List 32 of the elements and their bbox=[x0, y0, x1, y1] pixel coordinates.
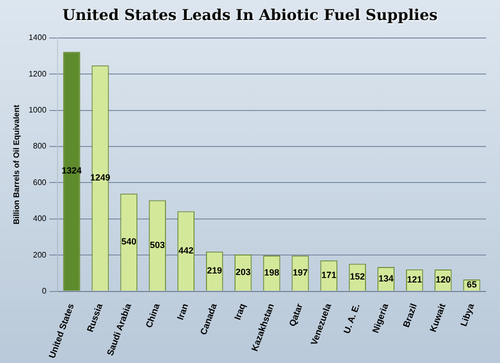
data-label: 134 bbox=[378, 273, 394, 284]
data-label: 198 bbox=[264, 268, 280, 278]
x-tick-label: U. A. E. bbox=[342, 302, 362, 335]
x-tick-label: Iran bbox=[175, 302, 190, 322]
y-tick-label: 200 bbox=[33, 250, 47, 260]
data-label: 540 bbox=[121, 236, 136, 247]
data-label: 197 bbox=[292, 268, 308, 278]
y-tick-label: 1400 bbox=[28, 33, 47, 42]
y-tick-label: 1000 bbox=[28, 106, 47, 115]
y-axis-title: Billion Barrels of Oil Equivalent bbox=[12, 104, 22, 224]
x-tick-label: Libya bbox=[458, 301, 476, 328]
chart-title: United States Leads In Abiotic Fuel Supplies bbox=[61, 6, 439, 24]
data-label: 152 bbox=[350, 272, 365, 282]
data-label: 203 bbox=[236, 267, 251, 278]
data-label: 1249 bbox=[90, 172, 110, 183]
data-label: 65 bbox=[466, 280, 477, 290]
x-tick-label: Saudi Arabia bbox=[104, 301, 134, 357]
data-label: 442 bbox=[178, 246, 194, 256]
y-tick-label: 400 bbox=[33, 214, 47, 224]
data-label: 121 bbox=[407, 274, 422, 285]
y-tick-label: 600 bbox=[33, 178, 47, 187]
x-tick-label: Brazil bbox=[401, 302, 419, 329]
y-tick-label: 0 bbox=[42, 286, 47, 296]
y-tick-label: 1200 bbox=[28, 69, 47, 78]
y-tick-label: 800 bbox=[33, 142, 47, 151]
x-tick-label: Iraq bbox=[232, 302, 248, 322]
data-label: 503 bbox=[150, 240, 165, 250]
data-label: 219 bbox=[207, 266, 222, 276]
x-tick-label: China bbox=[144, 301, 162, 330]
x-tick-label: Qatar bbox=[287, 302, 305, 328]
data-label: 171 bbox=[321, 270, 336, 280]
data-label: 120 bbox=[436, 274, 451, 285]
